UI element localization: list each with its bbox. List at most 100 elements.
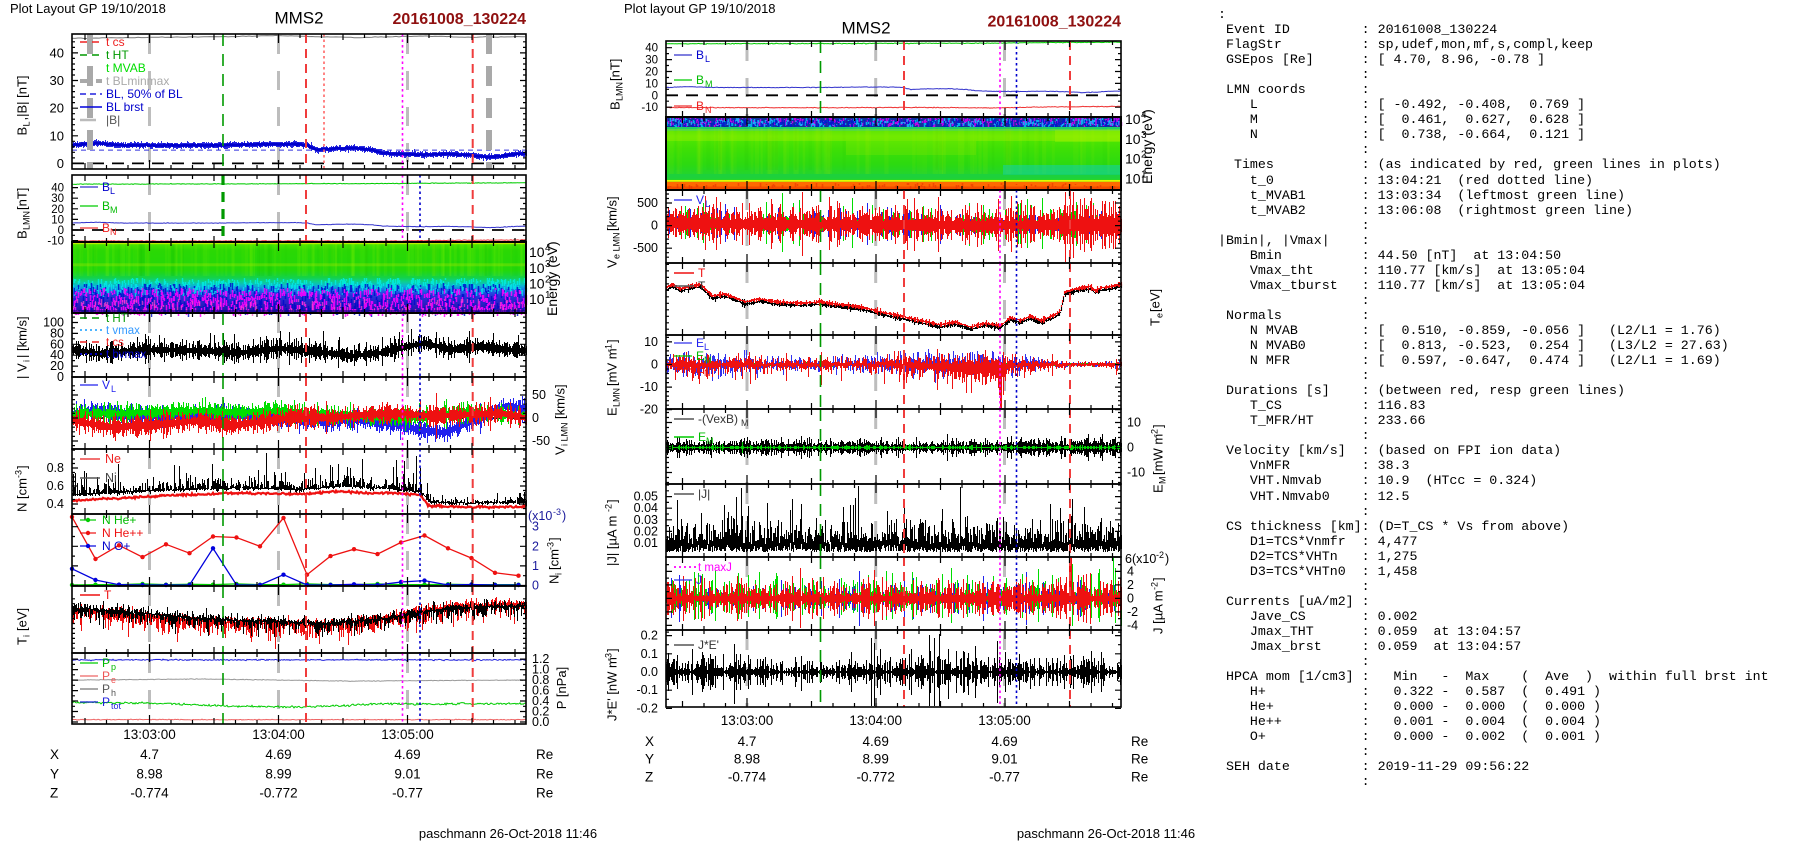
svg-text:3: 3 — [545, 259, 551, 270]
svg-text:40: 40 — [50, 348, 64, 362]
svg-text:P: P — [102, 682, 110, 696]
svg-text:,|B| [nT]: ,|B| [nT] — [15, 75, 30, 120]
svg-text:10: 10 — [51, 214, 64, 226]
svg-text:40: 40 — [51, 183, 64, 195]
svg-text:X: X — [50, 747, 59, 762]
svg-text:MMS2: MMS2 — [274, 9, 323, 28]
svg-text:]: ] — [605, 499, 620, 503]
svg-text:0.8: 0.8 — [47, 461, 64, 475]
svg-text:B: B — [15, 230, 30, 239]
svg-text:): ) — [1165, 552, 1169, 566]
svg-text:paschmann 26-Oct-2018 11:46: paschmann 26-Oct-2018 11:46 — [1017, 826, 1195, 841]
svg-text:9.01: 9.01 — [991, 752, 1017, 767]
svg-text:|J| [µA m: |J| [µA m — [605, 516, 620, 566]
svg-text:B: B — [15, 127, 30, 136]
svg-text:-(VexB): -(VexB) — [698, 412, 738, 426]
svg-text:0.1: 0.1 — [641, 647, 658, 661]
svg-text:-4: -4 — [1127, 618, 1138, 632]
svg-text:-0.772: -0.772 — [259, 786, 297, 801]
svg-text:|B|: |B| — [106, 113, 120, 127]
svg-text:M: M — [1158, 477, 1168, 485]
svg-text:-2: -2 — [1156, 550, 1164, 560]
svg-text:L: L — [705, 199, 710, 209]
svg-text:T: T — [698, 266, 706, 280]
svg-text:Re: Re — [1131, 734, 1148, 749]
svg-text:Energy (eV): Energy (eV) — [1139, 109, 1155, 184]
svg-text:J [µA m: J [µA m — [1151, 590, 1166, 634]
svg-text:N He++: N He++ — [102, 526, 143, 540]
svg-text:E: E — [696, 336, 704, 350]
svg-text:0.02: 0.02 — [634, 524, 658, 538]
svg-text:t vmax: t vmax — [106, 325, 140, 337]
svg-text:0: 0 — [532, 411, 539, 425]
svg-text:t BLminmax: t BLminmax — [106, 74, 169, 88]
svg-text:MMS2: MMS2 — [841, 19, 890, 38]
svg-text:e: e — [1155, 313, 1165, 318]
svg-text:13:05:00: 13:05:00 — [381, 727, 434, 742]
svg-text:M: M — [706, 436, 714, 446]
svg-text:2: 2 — [545, 275, 551, 286]
svg-text:-0.772: -0.772 — [857, 769, 895, 784]
svg-text:t bvmax: t bvmax — [106, 349, 147, 361]
svg-text:1.0: 1.0 — [532, 663, 549, 677]
svg-text:L: L — [110, 186, 115, 196]
svg-text:J*E': J*E' — [698, 638, 719, 652]
svg-text:500: 500 — [637, 196, 658, 210]
svg-text:[km/s]: [km/s] — [605, 196, 620, 231]
svg-text:J: J — [696, 573, 702, 587]
svg-text:]: ] — [1151, 577, 1166, 581]
svg-text:-3: -3 — [14, 470, 24, 478]
svg-text:20161008_130224: 20161008_130224 — [988, 14, 1122, 31]
svg-text:t maxJ: t maxJ — [698, 562, 732, 574]
svg-text:2: 2 — [1127, 578, 1134, 592]
svg-text:0.6: 0.6 — [532, 684, 549, 698]
svg-text:P: P — [102, 656, 110, 670]
svg-text:e LMN: e LMN — [612, 232, 622, 259]
svg-text:E: E — [605, 407, 620, 416]
svg-text:4.69: 4.69 — [265, 747, 291, 762]
svg-text:4: 4 — [545, 243, 551, 254]
svg-text:[mV m: [mV m — [605, 348, 620, 386]
svg-text:10: 10 — [1127, 416, 1141, 430]
svg-text:M: M — [704, 355, 712, 365]
svg-text:]: ] — [15, 465, 30, 469]
svg-text:8.99: 8.99 — [265, 766, 291, 781]
svg-text:0.03: 0.03 — [634, 513, 658, 527]
svg-text:): ) — [562, 509, 566, 523]
svg-text:4.7: 4.7 — [140, 747, 159, 762]
svg-text:2: 2 — [1141, 150, 1147, 161]
svg-text:V: V — [605, 259, 620, 268]
svg-text:V: V — [696, 193, 704, 207]
svg-text:-2: -2 — [1127, 605, 1138, 619]
svg-text:-50: -50 — [532, 434, 550, 448]
svg-text:0.05: 0.05 — [634, 490, 658, 504]
svg-text:3: 3 — [532, 520, 539, 534]
svg-text:Plot Layout GP 19/10/2018: Plot Layout GP 19/10/2018 — [10, 1, 166, 16]
svg-text:30: 30 — [50, 73, 64, 88]
svg-text:0.2: 0.2 — [532, 705, 549, 719]
svg-text:E: E — [698, 430, 706, 444]
svg-text:| [km/s]: | [km/s] — [15, 316, 30, 358]
svg-text:e: e — [111, 675, 116, 685]
svg-text:Re: Re — [1131, 769, 1148, 784]
svg-text:0: 0 — [57, 370, 64, 384]
svg-text:Y: Y — [645, 752, 654, 767]
svg-text:4.69: 4.69 — [863, 734, 889, 749]
svg-text:t cs: t cs — [106, 35, 125, 49]
svg-text:0.2: 0.2 — [641, 629, 658, 643]
svg-text:M: M — [110, 205, 118, 215]
svg-text:0: 0 — [57, 156, 64, 171]
svg-text:13:04:00: 13:04:00 — [252, 727, 305, 742]
svg-text:100: 100 — [43, 316, 64, 330]
svg-text:30: 30 — [645, 55, 658, 67]
svg-text:-2: -2 — [1150, 429, 1160, 437]
svg-text:10: 10 — [50, 128, 64, 143]
svg-text:BL brst: BL brst — [106, 100, 144, 114]
svg-text:B: B — [102, 221, 110, 235]
svg-text:LMN: LMN — [615, 82, 625, 101]
svg-text:13:05:00: 13:05:00 — [978, 713, 1031, 728]
svg-text:0.6: 0.6 — [47, 479, 64, 493]
svg-text:40: 40 — [645, 43, 658, 55]
svg-text:0.0: 0.0 — [641, 665, 658, 679]
svg-text:Z: Z — [50, 786, 58, 801]
